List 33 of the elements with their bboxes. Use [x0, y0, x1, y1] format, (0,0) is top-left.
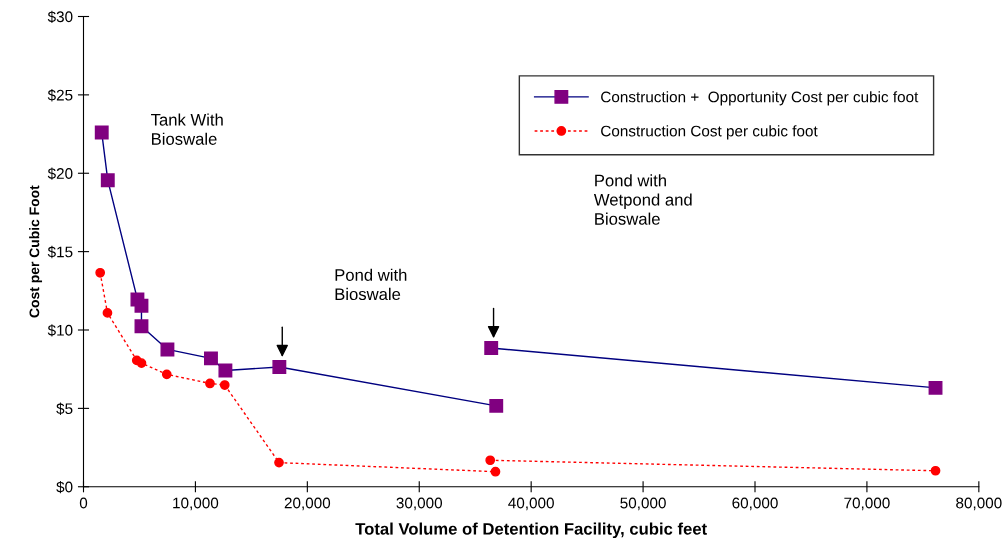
- annotation: Pond with Bioswale: [335, 268, 407, 301]
- y-tick-label: $20: [47, 167, 73, 180]
- x-tick-label: 0: [79, 497, 88, 509]
- x-axis-title: Total Volume of Detention Facility, cubic feet: [355, 522, 707, 539]
- x-tick-label: 80,000: [956, 497, 1002, 511]
- x-tick-label: 10,000: [173, 497, 219, 511]
- x-tick-label: 20,000: [284, 497, 331, 511]
- annotation: Tank With Bioswale: [151, 113, 223, 145]
- legend-label: Construction Cost per cubic foot: [601, 125, 818, 140]
- point: [136, 358, 147, 368]
- annotation: Pond with Wetpond and Bioswale: [593, 174, 692, 225]
- y-tick-label: $30: [47, 10, 73, 24]
- y-tick-label: $10: [47, 324, 73, 337]
- point: [95, 267, 106, 278]
- y-tick-label: $15: [47, 245, 73, 259]
- x-tick-label: 50,000: [620, 497, 666, 511]
- x-tick-label: 70,000: [844, 497, 890, 511]
- point: [161, 369, 172, 380]
- x-tick-label: 40,000: [508, 497, 554, 511]
- x-tick-label: 30,000: [396, 497, 443, 511]
- x-tick-label: 60,000: [732, 497, 778, 511]
- y-tick-label: $25: [47, 89, 73, 102]
- legend-label: Construction + Opportunity Cost per cubic foot: [601, 91, 919, 106]
- point: [205, 378, 215, 389]
- y-axis-title: Cost per Cubic Foot: [29, 185, 43, 318]
- point: [102, 308, 113, 318]
- point: [490, 466, 501, 477]
- point: [930, 465, 941, 476]
- y-tick-label: $0: [56, 480, 73, 494]
- y-tick-label: $5: [56, 402, 73, 415]
- point: [274, 457, 284, 468]
- point: [485, 455, 496, 466]
- point: [219, 380, 230, 390]
